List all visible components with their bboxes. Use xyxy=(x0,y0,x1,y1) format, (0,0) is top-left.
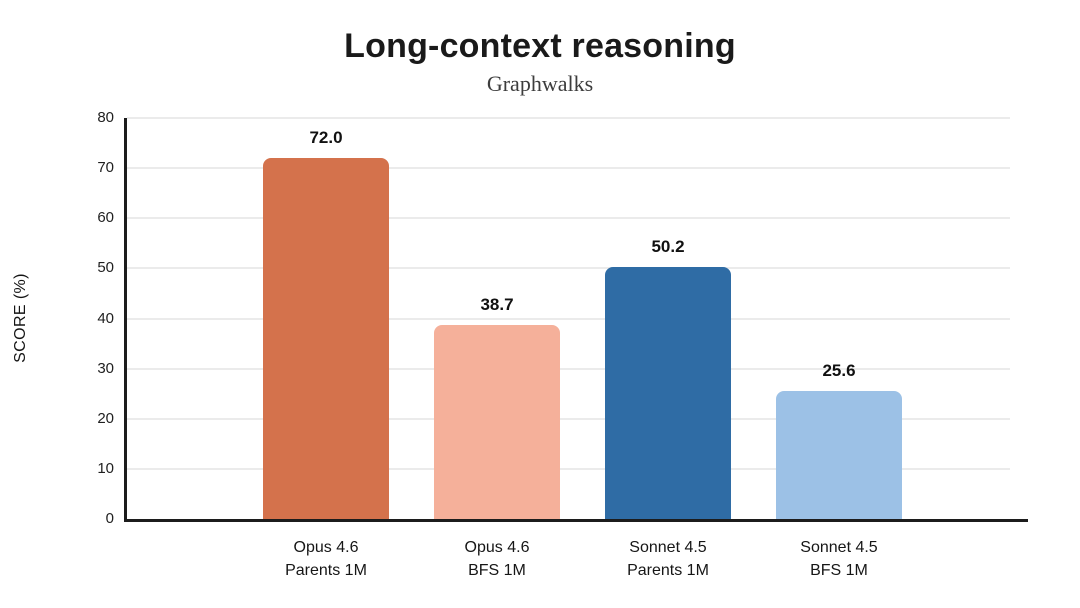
y-tick-label: 70 xyxy=(97,159,114,177)
gridline xyxy=(127,217,1010,220)
x-category-label-line: Opus 4.6 xyxy=(293,539,359,556)
chart-subtitle: Graphwalks xyxy=(486,71,594,96)
y-tick-label: 10 xyxy=(97,459,114,477)
x-category-label-line: Sonnet 4.5 xyxy=(629,539,707,556)
x-category-label-line: Opus 4.6 xyxy=(464,539,530,556)
gridline xyxy=(127,367,1010,370)
bar-value-label: 50.2 xyxy=(651,237,685,257)
y-tick-label: 50 xyxy=(97,259,114,277)
x-category-label: Opus 4.6 BFS 1M xyxy=(407,536,587,582)
x-category-label: Sonnet 4.5 BFS 1M xyxy=(749,536,929,582)
y-tick-label: 0 xyxy=(105,510,114,527)
bar-value-label: 25.6 xyxy=(822,360,856,380)
x-category-label-line: BFS 1M xyxy=(468,562,526,579)
gridline xyxy=(127,317,1010,320)
gridline xyxy=(127,117,1010,119)
bar xyxy=(605,267,731,519)
gridline xyxy=(127,267,1010,270)
y-tick-label: 40 xyxy=(97,309,114,327)
x-category-label-line: Parents 1M xyxy=(627,562,709,579)
gridline xyxy=(127,167,1010,170)
bar-value-label: 72.0 xyxy=(309,128,343,148)
x-category-label-line: Sonnet 4.5 xyxy=(800,539,878,556)
bar xyxy=(263,158,389,519)
x-category-label-line: BFS 1M xyxy=(810,562,868,579)
plot-area: 72.0 38.7 50.2 25.6 xyxy=(124,117,1028,522)
y-axis-title: SCORE (%) xyxy=(12,273,29,363)
y-tick-label: 80 xyxy=(97,109,114,126)
x-category-label: Sonnet 4.5 Parents 1M xyxy=(578,536,758,582)
bar xyxy=(776,390,902,519)
gridline xyxy=(127,467,1010,470)
bar xyxy=(434,325,560,519)
y-tick-label: 60 xyxy=(97,209,114,227)
bar-value-label: 38.7 xyxy=(480,295,514,315)
x-category-label-line: Parents 1M xyxy=(285,562,367,579)
x-category-label: Opus 4.6 Parents 1M xyxy=(236,536,416,582)
y-tick-label: 20 xyxy=(97,409,114,427)
y-tick-label: 30 xyxy=(97,359,114,377)
gridline xyxy=(127,417,1010,420)
chart-title: Long-context reasoning xyxy=(344,27,736,65)
